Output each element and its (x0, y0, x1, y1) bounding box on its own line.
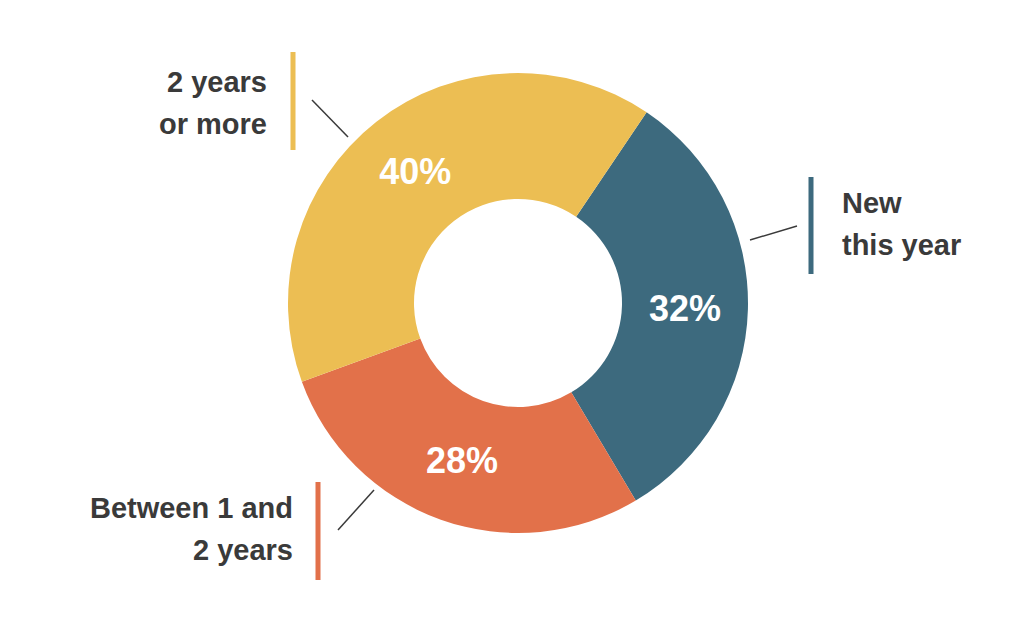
label-bar (316, 482, 321, 580)
category-label-line: Between 1 and (90, 492, 293, 524)
category-label: New this year (842, 187, 961, 261)
data-label: 40% (379, 151, 451, 192)
label-bar (809, 177, 814, 274)
leader-line (312, 100, 348, 137)
category-label-line: or more (159, 108, 267, 140)
chart: 32% 28% 40% New this year Between 1 and 2 year… (0, 0, 1024, 642)
category-label-line: New (842, 187, 902, 219)
slice (302, 339, 636, 533)
leader-line (750, 226, 797, 240)
category-label-line: 2 years (167, 66, 267, 98)
slice (288, 73, 647, 382)
category-label: Between 1 and 2 years (90, 492, 293, 566)
donut: 32% 28% 40% (288, 73, 748, 533)
data-label: 28% (426, 440, 498, 481)
label-bar (291, 52, 296, 150)
category-label-line: this year (842, 229, 961, 261)
category-label: 2 years or more (159, 66, 267, 140)
category-label-line: 2 years (193, 534, 293, 566)
leader-line (338, 490, 374, 530)
data-label: 32% (649, 288, 721, 329)
